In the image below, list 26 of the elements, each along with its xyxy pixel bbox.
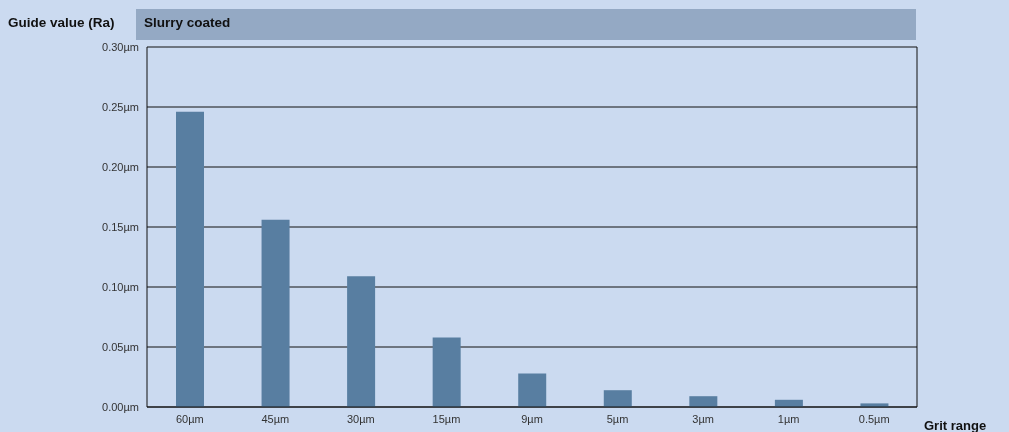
x-tick-label: 15µm	[432, 412, 461, 425]
x-tick-label: 30µm	[347, 412, 375, 425]
y-tick-label: 0.20µm	[102, 160, 139, 173]
x-axis-title: Grit range	[924, 418, 987, 432]
y-tick-label: 0.30µm	[102, 40, 139, 53]
y-tick-label: 0.25µm	[102, 100, 139, 113]
x-tick-label: 5µm	[606, 412, 629, 425]
y-tick-label: 0.10µm	[102, 280, 139, 293]
x-tick-label: 0.5µm	[858, 412, 890, 425]
x-tick-label: 9µm	[521, 412, 543, 425]
bar	[176, 111, 204, 407]
x-tick-label: 45µm	[261, 412, 290, 425]
bar	[432, 337, 461, 407]
y-axis-title: Guide value (Ra)	[8, 15, 115, 30]
x-tick-label: 3µm	[692, 412, 714, 425]
bar	[347, 276, 376, 407]
bar	[603, 390, 632, 407]
bar	[261, 219, 290, 407]
y-tick-label: 0.15µm	[102, 220, 139, 233]
bar	[689, 396, 718, 407]
x-tick-label: 60µm	[175, 412, 204, 425]
y-tick-label: 0.05µm	[102, 340, 139, 353]
chart-title: Slurry coated	[136, 9, 916, 40]
bar	[518, 373, 547, 407]
y-tick-label: 0.00µm	[102, 400, 139, 413]
x-tick-label: 1µm	[777, 412, 800, 425]
